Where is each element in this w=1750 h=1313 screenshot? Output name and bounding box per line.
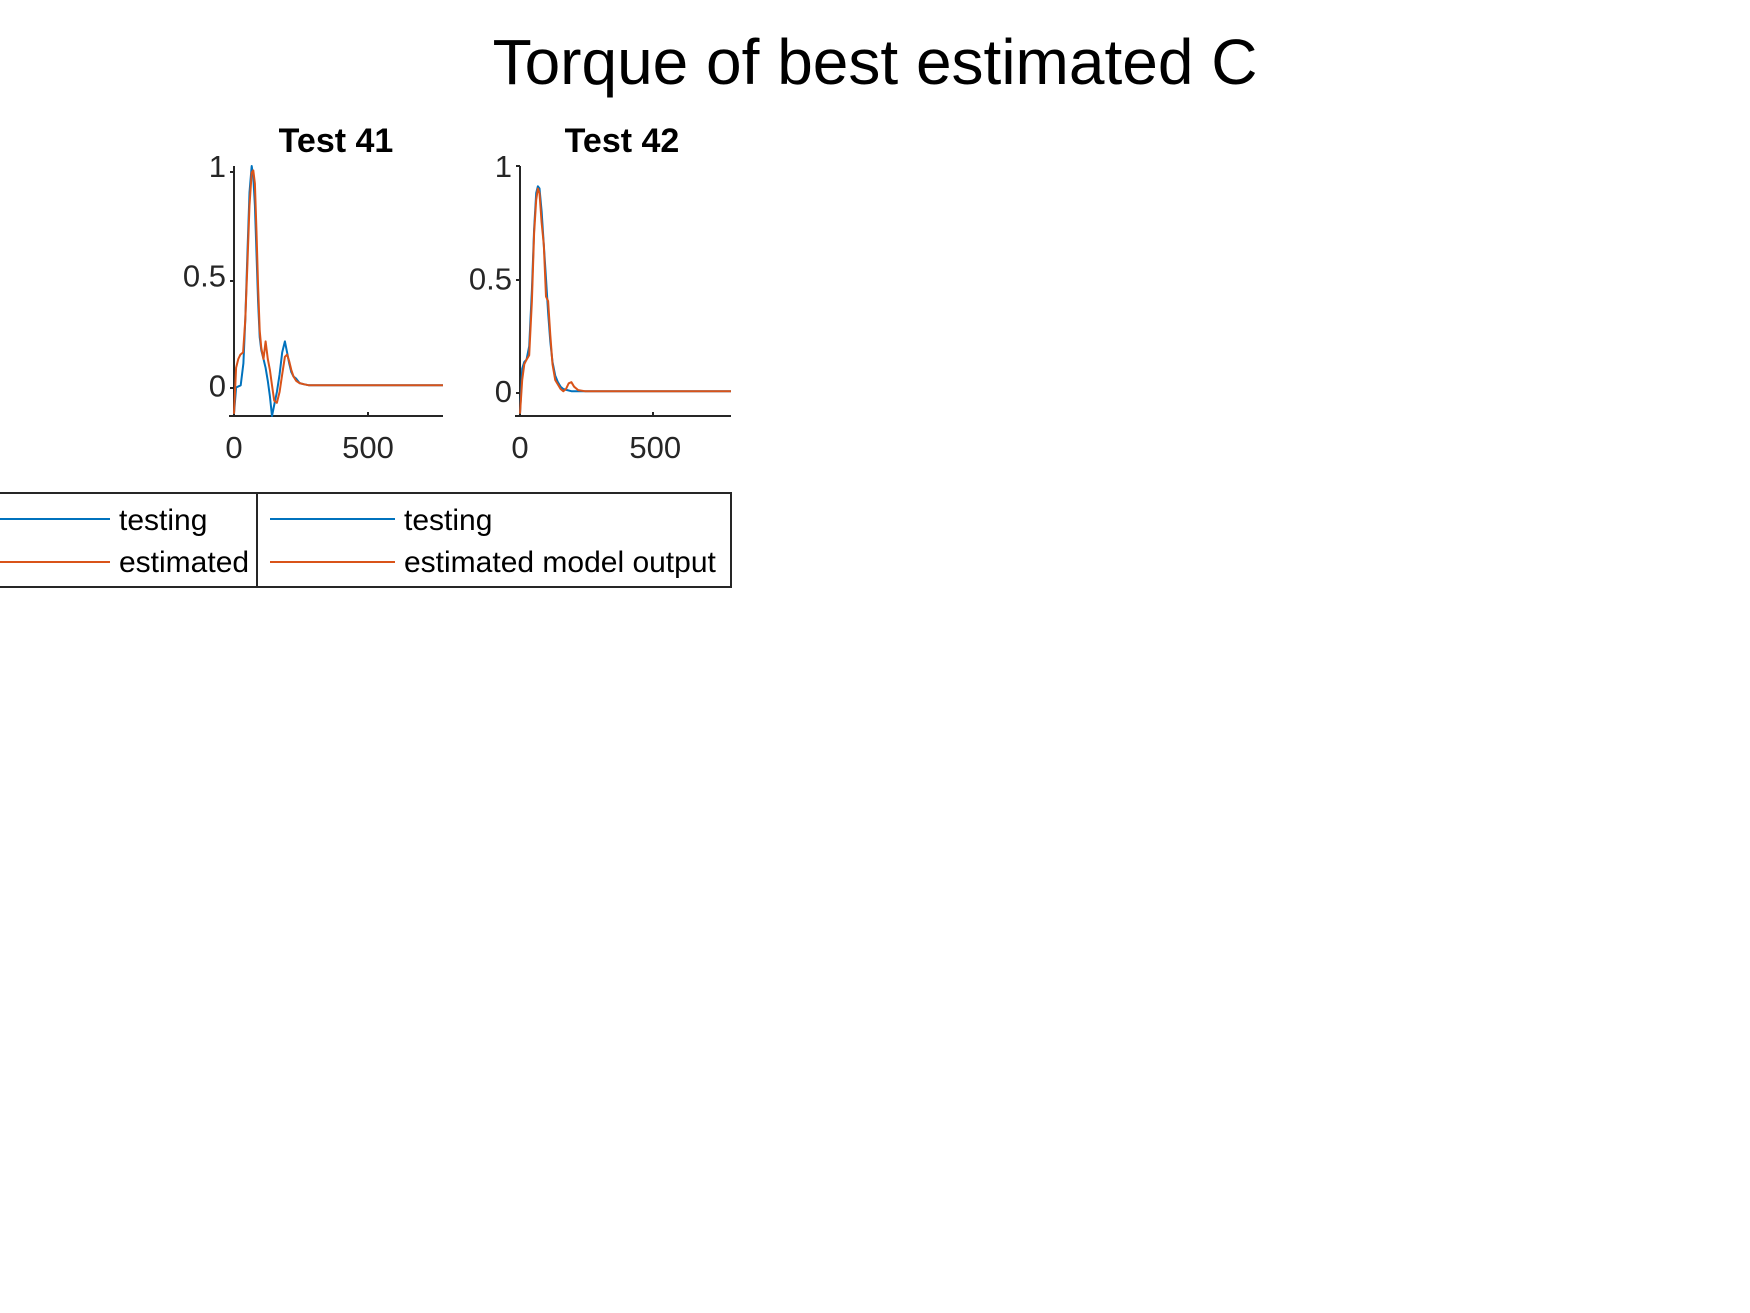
plot-lines bbox=[233, 165, 443, 417]
plot-lines bbox=[519, 185, 731, 414]
legend: testing estimated testing estimated mode… bbox=[0, 492, 732, 588]
y-tick-label: 0 bbox=[495, 374, 512, 409]
subplot-title: Test 42 bbox=[565, 122, 680, 160]
legend-label: estimated model output bbox=[404, 546, 717, 579]
figure-title: Torque of best estimated C bbox=[493, 26, 1258, 98]
y-tick-label: 0 bbox=[209, 368, 226, 403]
y-tick-labels: 00.51 bbox=[469, 149, 512, 409]
series-line-testing bbox=[233, 165, 443, 417]
legend-label: testing bbox=[119, 504, 207, 537]
legend-box bbox=[0, 492, 732, 588]
x-tick-label: 0 bbox=[225, 430, 242, 465]
ytick-marks bbox=[516, 165, 520, 394]
subplot-test-41: Test 41 00.51 0 500 bbox=[183, 122, 443, 465]
y-tick-label: 1 bbox=[495, 149, 512, 184]
y-tick-label: 1 bbox=[209, 149, 226, 184]
series-line-estimated bbox=[233, 169, 443, 414]
legend-label: estimated bbox=[119, 546, 249, 579]
ytick-marks bbox=[230, 171, 234, 389]
subplot-title: Test 41 bbox=[279, 122, 394, 160]
x-tick-labels: 0 500 bbox=[511, 430, 681, 465]
series-line-estimated bbox=[519, 187, 731, 414]
x-tick-label: 500 bbox=[629, 430, 681, 465]
y-tick-label: 0.5 bbox=[183, 259, 226, 294]
series-line-testing bbox=[519, 185, 731, 414]
y-tick-labels: 00.51 bbox=[183, 149, 226, 403]
legend-label: testing bbox=[404, 504, 492, 537]
y-tick-label: 0.5 bbox=[469, 262, 512, 297]
x-tick-labels: 0 500 bbox=[225, 430, 393, 465]
x-tick-label: 500 bbox=[342, 430, 394, 465]
subplot-test-42: Test 42 00.51 0 500 bbox=[469, 122, 731, 465]
x-tick-label: 0 bbox=[511, 430, 528, 465]
